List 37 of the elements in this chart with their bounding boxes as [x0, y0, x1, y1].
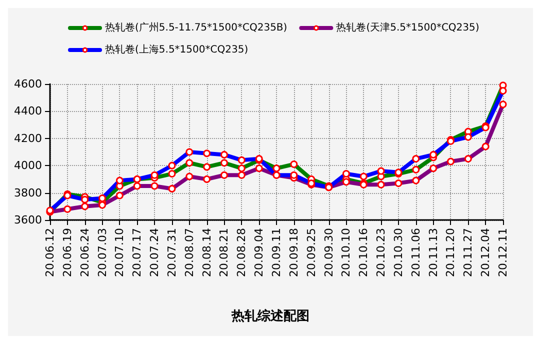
legend-label: 热轧卷(广州5.5-11.75*1500*CQ235B)	[105, 22, 288, 34]
x-tick-label: 20.11.20	[444, 228, 458, 277]
x-tick-label: 20.10.30	[392, 228, 405, 277]
x-tick-label: 20.12.11	[496, 228, 510, 277]
x-tick-label: 20.08.28	[235, 228, 248, 277]
x-tick-label: 20.09.30	[322, 228, 336, 277]
x-tick-label: 20.07.24	[148, 228, 162, 277]
x-tick-label: 20.08.07	[182, 228, 196, 277]
x-tick-label: 20.06.19	[60, 228, 74, 277]
text: 热轧综述配图	[230, 308, 310, 324]
x-tick-label: 20.08.14	[200, 228, 214, 277]
y-tick-label: 4200	[14, 132, 42, 145]
y-tick-label: 3600	[14, 214, 42, 226]
x-tick-label: 20.09.18	[287, 228, 300, 277]
x-tick-label: 20.11.13	[426, 228, 440, 277]
y-tick-label: 4600	[14, 78, 42, 90]
legend-label: 热轧卷(上海5.5*1500*CQ235)	[105, 44, 248, 56]
x-tick-label: 20.09.11	[270, 228, 283, 277]
x-tick-label: 20.06.12	[44, 228, 56, 277]
x-tick-label: 20.09.04	[252, 228, 266, 277]
x-tick-label: 20.12.04	[479, 228, 492, 277]
y-tick-label: 4000	[14, 159, 42, 172]
x-tick-label: 20.07.17	[130, 228, 144, 277]
y-tick-label: 3800	[14, 186, 42, 200]
x-tick-label: 20.10.16	[357, 228, 370, 277]
x-tick-label: 20.08.21	[218, 228, 231, 277]
x-tick-label: 20.11.06	[409, 228, 422, 277]
x-tick-label: 20.11.27	[462, 228, 475, 277]
x-tick-label: 20.06.24	[78, 228, 92, 277]
x-tick-label: 20.07.03	[96, 228, 109, 277]
legend-label: 热轧卷(天津5.5*1500*CQ235)	[336, 22, 480, 34]
x-tick-label: 20.10.23	[374, 228, 388, 277]
x-tick-label: 20.09.25	[304, 228, 318, 277]
y-tick-label: 4400	[14, 104, 42, 118]
x-tick-label: 20.07.31	[165, 228, 178, 277]
x-tick-label: 20.07.10	[113, 228, 126, 277]
x-tick-label: 20.10.10	[340, 228, 353, 277]
